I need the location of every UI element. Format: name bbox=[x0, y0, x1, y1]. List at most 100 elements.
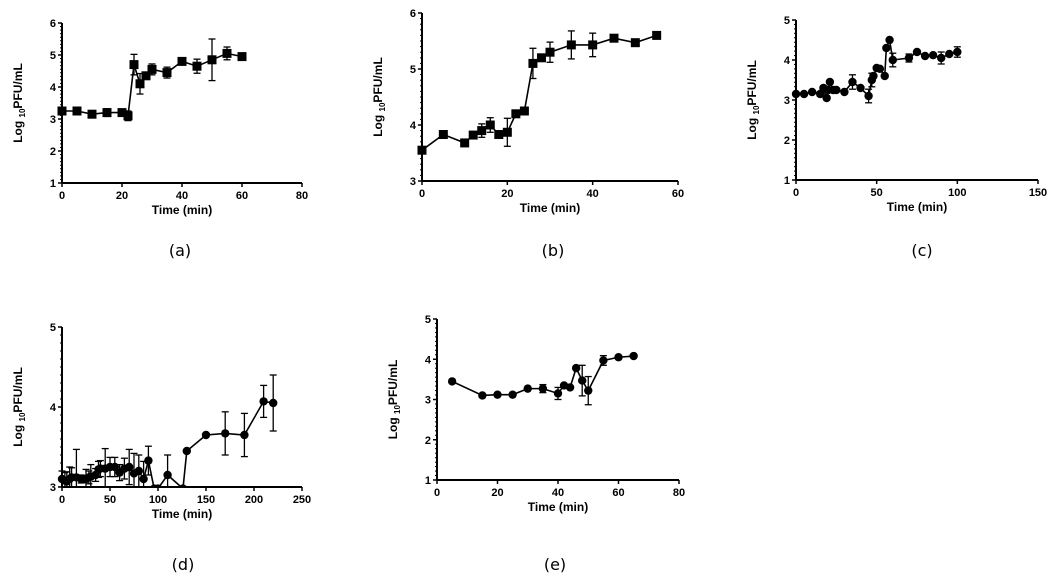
data-point bbox=[154, 484, 162, 487]
data-layer bbox=[447, 351, 638, 406]
x-axis-label: Time (min) bbox=[520, 201, 580, 215]
data-point bbox=[599, 356, 608, 365]
y-tick-label: 1 bbox=[50, 178, 56, 190]
data-point bbox=[144, 456, 153, 465]
y-tick-label: 3 bbox=[50, 114, 56, 126]
data-point bbox=[630, 38, 640, 48]
data-point bbox=[571, 363, 581, 373]
y-axis-label: Log 10PFU/mL bbox=[11, 367, 27, 447]
data-point bbox=[511, 109, 521, 119]
data-point bbox=[945, 49, 954, 59]
data-point bbox=[417, 145, 427, 155]
data-point bbox=[221, 429, 230, 438]
data-point bbox=[135, 79, 145, 89]
x-axis-label: Time (min) bbox=[152, 507, 212, 521]
y-tick-label: 6 bbox=[410, 8, 416, 20]
x-tick-label: 0 bbox=[59, 190, 65, 202]
data-point bbox=[578, 376, 587, 385]
chart-e: 1 2 3 4 5 0 20 40 60 80 Time (min) Log 10PFU/mL bbox=[386, 314, 685, 514]
x-tick-label: 60 bbox=[612, 487, 624, 499]
panel-label-a: (a) bbox=[168, 241, 192, 260]
data-point bbox=[799, 89, 809, 99]
y-tick-label: 2 bbox=[784, 135, 790, 147]
y-tick-label: 5 bbox=[50, 50, 56, 62]
data-point bbox=[519, 106, 529, 116]
y-tick-label: 5 bbox=[425, 314, 431, 326]
data-point bbox=[629, 351, 638, 361]
x-tick-label: 0 bbox=[434, 487, 440, 499]
y-tick-label: 4 bbox=[425, 354, 432, 366]
data-point bbox=[864, 91, 873, 101]
data-point bbox=[477, 126, 487, 136]
data-point bbox=[177, 56, 187, 66]
y-tick-label: 4 bbox=[410, 120, 417, 132]
y-tick-label: 5 bbox=[50, 322, 56, 334]
x-tick-label: 60 bbox=[672, 188, 684, 200]
data-point bbox=[447, 377, 457, 386]
x-tick-label: 60 bbox=[236, 190, 248, 202]
x-axis-label: Time (min) bbox=[152, 203, 212, 217]
data-point bbox=[102, 108, 112, 118]
y-axis-label: Log 10PFU/mL bbox=[11, 63, 27, 143]
data-point bbox=[791, 89, 801, 99]
y-tick-label: 2 bbox=[425, 435, 431, 447]
data-point bbox=[825, 77, 835, 87]
data-point bbox=[553, 389, 563, 398]
data-point bbox=[134, 466, 143, 476]
data-layer bbox=[791, 35, 962, 104]
y-tick-label: 4 bbox=[50, 402, 57, 414]
data-point bbox=[485, 120, 495, 130]
data-point bbox=[460, 138, 470, 148]
x-tick-label: 20 bbox=[116, 190, 128, 202]
data-point bbox=[832, 85, 841, 95]
y-axis-label: Log 10PFU/mL bbox=[386, 360, 402, 440]
data-point bbox=[72, 106, 82, 116]
y-tick-label: 3 bbox=[410, 176, 416, 188]
data-point bbox=[182, 446, 191, 456]
data-point bbox=[87, 109, 97, 119]
data-point bbox=[882, 43, 891, 53]
data-point bbox=[192, 61, 202, 71]
x-tick-label: 20 bbox=[491, 487, 503, 499]
data-point bbox=[468, 130, 478, 140]
x-tick-label: 40 bbox=[587, 188, 599, 200]
data-point bbox=[201, 430, 211, 440]
y-tick-label: 5 bbox=[784, 15, 790, 27]
x-tick-label: 150 bbox=[197, 494, 215, 506]
data-point bbox=[508, 390, 517, 399]
data-point bbox=[478, 391, 487, 400]
data-point bbox=[57, 106, 67, 116]
x-axis-label: Time (min) bbox=[528, 500, 588, 514]
data-point bbox=[840, 87, 849, 97]
x-tick-label: 100 bbox=[149, 494, 167, 506]
data-point bbox=[880, 71, 889, 81]
data-point bbox=[888, 55, 897, 65]
data-point bbox=[123, 111, 133, 121]
data-point bbox=[912, 47, 922, 57]
data-point bbox=[259, 397, 268, 406]
data-point bbox=[566, 40, 576, 50]
data-point bbox=[163, 470, 172, 480]
y-tick-label: 3 bbox=[784, 95, 790, 107]
y-tick-label: 3 bbox=[425, 395, 431, 407]
data-point bbox=[141, 71, 151, 81]
data-point bbox=[493, 390, 502, 399]
data-point bbox=[953, 47, 962, 57]
data-point bbox=[162, 68, 172, 78]
data-point bbox=[614, 353, 623, 362]
data-point bbox=[904, 53, 914, 63]
data-point bbox=[885, 35, 894, 45]
data-point bbox=[652, 30, 662, 40]
data-point bbox=[536, 53, 546, 63]
data-point bbox=[502, 127, 512, 137]
data-point bbox=[848, 77, 857, 87]
data-point bbox=[240, 430, 249, 440]
y-axis-label: Log 10PFU/mL bbox=[371, 57, 387, 137]
data-point bbox=[269, 398, 278, 408]
data-layer bbox=[57, 38, 247, 122]
data-point bbox=[920, 51, 930, 61]
